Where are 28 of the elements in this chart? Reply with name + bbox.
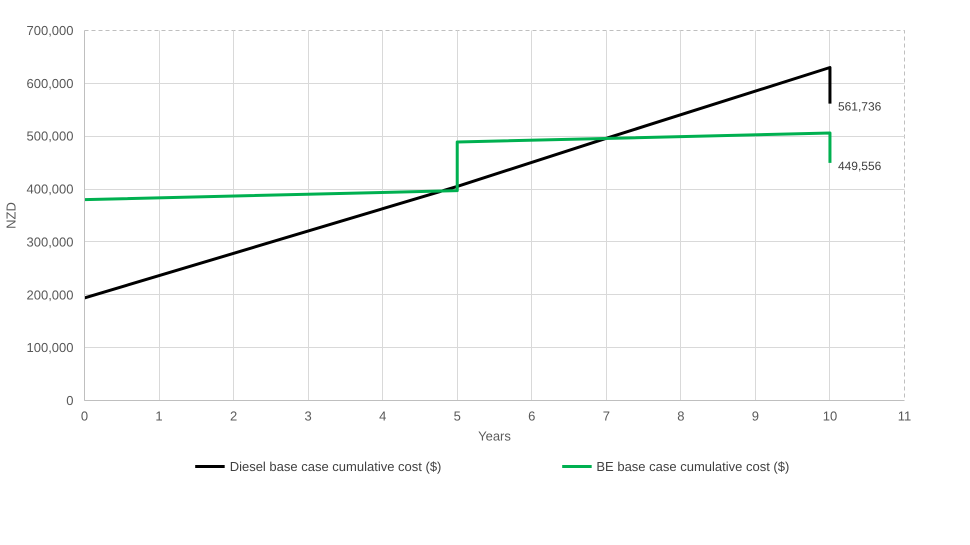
annotation: 561,736 xyxy=(838,100,882,114)
annotation: 449,556 xyxy=(838,158,882,173)
x-tick-label: 1 xyxy=(155,408,163,424)
x-tick-label: 6 xyxy=(528,408,536,424)
line-series xyxy=(84,132,832,202)
x-tick-label: 9 xyxy=(752,408,760,424)
x-tick-label: 10 xyxy=(822,408,838,424)
y-tick-label: 0 xyxy=(66,393,74,408)
legend-label: Diesel base case cumulative cost ($) xyxy=(230,458,442,474)
y-axis-title: NZD xyxy=(4,202,19,229)
line-series xyxy=(84,66,832,300)
y-tick-label: 100,000 xyxy=(26,340,74,356)
x-tick-label: 7 xyxy=(602,408,610,424)
x-tick-label: 2 xyxy=(230,408,238,424)
y-tick-label: 300,000 xyxy=(26,234,74,250)
x-tick-label: 5 xyxy=(454,408,461,424)
x-tick-label: 8 xyxy=(677,408,684,424)
y-tick-label: 700,000 xyxy=(26,23,74,38)
x-tick-label: 4 xyxy=(379,408,386,424)
y-tick-label: 500,000 xyxy=(26,128,74,144)
legend-label: BE base case cumulative cost ($) xyxy=(596,458,790,474)
x-tick-label: 3 xyxy=(304,408,312,424)
x-tick-label: 11 xyxy=(898,408,912,424)
y-tick-label: 200,000 xyxy=(26,287,74,302)
y-tick-label: 400,000 xyxy=(26,182,74,197)
x-axis-title: Years xyxy=(478,428,512,444)
y-tick-label: 600,000 xyxy=(26,76,74,91)
x-tick-label: 0 xyxy=(80,408,88,424)
